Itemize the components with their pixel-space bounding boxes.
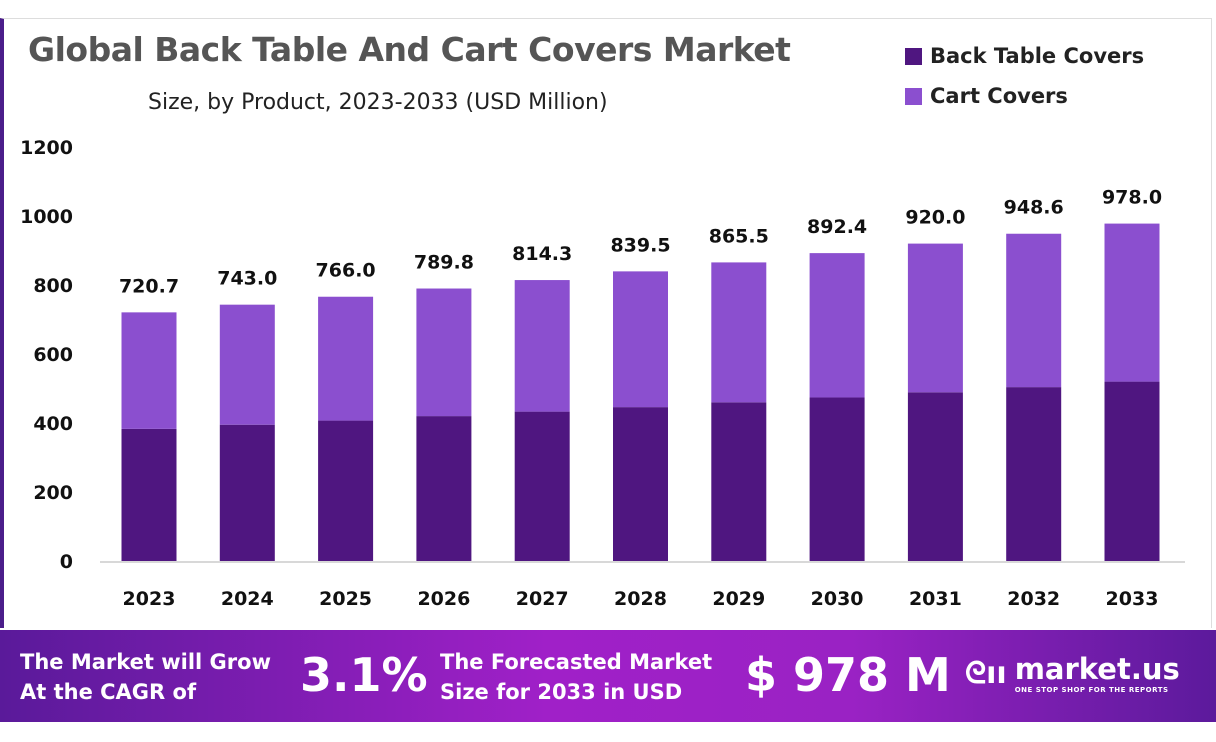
- total-label: 865.5: [709, 225, 769, 247]
- bar-back-table-covers: [1104, 381, 1160, 561]
- x-tick-label: 2027: [516, 588, 569, 610]
- bar-cart-covers: [809, 253, 865, 398]
- y-tick-label: 800: [33, 275, 73, 297]
- legend-swatch: [905, 87, 922, 105]
- bar-cart-covers: [1104, 223, 1160, 382]
- bar-cart-covers: [416, 288, 472, 417]
- x-tick-label: 2033: [1106, 588, 1159, 610]
- bar-cart-covers: [514, 280, 570, 412]
- y-tick-label: 200: [33, 482, 73, 504]
- total-label: 948.6: [1004, 197, 1064, 219]
- bar-cart-covers: [318, 296, 374, 421]
- total-label: 814.3: [512, 243, 572, 265]
- bar-cart-covers: [613, 271, 668, 408]
- bar-back-table-covers: [907, 392, 963, 561]
- total-label: 766.0: [316, 260, 376, 282]
- legend-item-back-table: Back Table Covers: [905, 36, 1144, 76]
- total-label: 789.8: [414, 252, 474, 274]
- y-tick-label: 0: [60, 551, 73, 573]
- forecast-label: The Forecasted Market Size for 2033 in US…: [440, 650, 713, 704]
- chart-card: [0, 18, 1212, 628]
- bar-cart-covers: [907, 243, 963, 393]
- bar-back-table-covers: [1006, 387, 1062, 561]
- footer-banner: The Market will Grow At the CAGR of 3.1% …: [0, 630, 1216, 722]
- total-label: 720.7: [119, 275, 179, 297]
- total-label: 978.0: [1102, 187, 1162, 209]
- bar-back-table-covers: [416, 416, 472, 561]
- total-label: 920.0: [905, 207, 965, 229]
- bar-cart-covers: [711, 262, 767, 403]
- bar-back-table-covers: [809, 397, 865, 561]
- y-tick-label: 600: [33, 344, 73, 366]
- legend: Back Table Covers Cart Covers: [905, 36, 1144, 116]
- x-tick-label: 2032: [1007, 588, 1060, 610]
- y-tick-label: 1000: [20, 206, 73, 228]
- legend-label: Cart Covers: [930, 84, 1068, 108]
- chart-title: Global Back Table And Cart Covers Market: [28, 30, 791, 69]
- bar-chart: 0 200 400 600 800 1000 1200 720.7 2023 743.0 2024 7…: [20, 137, 1185, 610]
- cagr-value: 3.1%: [300, 648, 428, 702]
- bar-back-table-covers: [613, 407, 668, 561]
- bar-cart-covers: [219, 304, 275, 425]
- x-tick-label: 2024: [221, 588, 274, 610]
- bar-cart-covers: [121, 312, 177, 429]
- bar-back-table-covers: [318, 420, 374, 561]
- bar-cart-covers: [1006, 233, 1062, 388]
- total-label: 892.4: [807, 216, 867, 238]
- bar-back-table-covers: [219, 424, 275, 561]
- x-tick-label: 2025: [319, 588, 372, 610]
- x-tick-label: 2030: [811, 588, 864, 610]
- logo-icon: ᘓıı: [965, 655, 1007, 691]
- bar-back-table-covers: [121, 428, 177, 561]
- market-us-logo: ᘓıı market.us ONE STOP SHOP FOR THE REPOR…: [965, 652, 1180, 694]
- legend-item-cart: Cart Covers: [905, 76, 1144, 116]
- y-tick-label: 400: [33, 413, 73, 435]
- legend-label: Back Table Covers: [930, 44, 1145, 68]
- cagr-label: The Market will Grow At the CAGR of: [20, 650, 271, 704]
- y-tick-label: 1200: [20, 137, 73, 159]
- x-tick-label: 2028: [614, 588, 667, 610]
- x-tick-label: 2026: [417, 588, 470, 610]
- chart-subtitle: Size, by Product, 2023-2033 (USD Million…: [148, 90, 608, 115]
- forecast-value: $ 978 M: [745, 648, 951, 702]
- total-label: 743.0: [217, 268, 277, 290]
- bar-back-table-covers: [711, 402, 767, 561]
- x-tick-label: 2029: [712, 588, 765, 610]
- legend-swatch: [905, 47, 922, 65]
- bar-back-table-covers: [514, 411, 570, 561]
- x-tick-label: 2023: [123, 588, 176, 610]
- x-tick-label: 2031: [909, 588, 962, 610]
- total-label: 839.5: [610, 234, 670, 256]
